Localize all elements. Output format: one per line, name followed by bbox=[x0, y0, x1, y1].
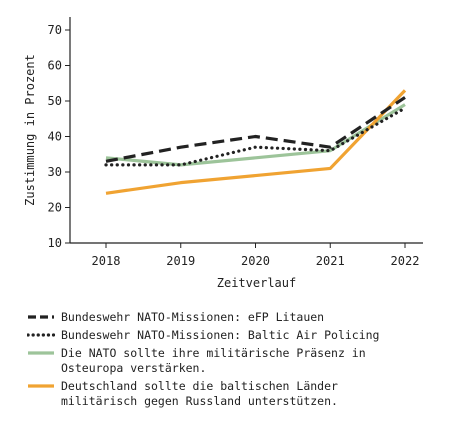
y-tick-label: 10 bbox=[48, 236, 62, 250]
legend-item: Die NATO sollte ihre militärische Präsen… bbox=[27, 346, 447, 376]
legend-item: Bundeswehr NATO-Missionen: eFP Litauen bbox=[27, 310, 447, 325]
x-tick-label: 2020 bbox=[241, 254, 270, 268]
y-tick-label: 50 bbox=[48, 94, 62, 108]
series-line bbox=[105, 89, 407, 195]
line-chart: 10 20 30 40 50 60 70 2018 2019 2020 2021 2022 Zeitv… bbox=[23, 17, 423, 290]
series-line bbox=[105, 96, 406, 163]
legend-label: Bundeswehr NATO-Missionen: eFP Litauen bbox=[61, 310, 325, 324]
legend-item: Bundeswehr NATO-Missionen: Baltic Air Po… bbox=[27, 328, 447, 343]
x-tick-label: 2021 bbox=[316, 254, 345, 268]
chart-ticks: 10 20 30 40 50 60 70 2018 2019 2020 2021 2022 bbox=[48, 23, 420, 268]
series-line bbox=[105, 103, 406, 167]
legend-swatch-green bbox=[28, 351, 54, 355]
legend-swatch-orange bbox=[28, 384, 54, 388]
chart-axes bbox=[69, 17, 423, 244]
legend-label: Die NATO sollte ihre militärische Präsen… bbox=[61, 346, 366, 375]
y-axis-title: Zustimmung in Prozent bbox=[23, 54, 37, 206]
y-tick-label: 20 bbox=[48, 201, 62, 215]
y-tick-label: 70 bbox=[48, 23, 62, 37]
y-tick-label: 60 bbox=[48, 59, 62, 73]
legend-swatch-dashed bbox=[28, 315, 54, 319]
legend-swatch-dotted bbox=[27, 333, 55, 337]
x-tick-label: 2022 bbox=[391, 254, 420, 268]
x-tick-label: 2018 bbox=[92, 254, 121, 268]
chart-legend: Bundeswehr NATO-Missionen: eFP Litauen B… bbox=[27, 310, 447, 412]
y-tick-label: 30 bbox=[48, 165, 62, 179]
legend-label: Bundeswehr NATO-Missionen: Baltic Air Po… bbox=[61, 328, 380, 342]
x-tick-label: 2019 bbox=[166, 254, 195, 268]
x-axis-title: Zeitverlauf bbox=[217, 276, 296, 290]
legend-label: Deutschland sollte die baltischen Länder… bbox=[61, 379, 338, 408]
series-line bbox=[104, 106, 407, 167]
legend-item: Deutschland sollte die baltischen Länder… bbox=[27, 379, 447, 409]
y-tick-label: 40 bbox=[48, 130, 62, 144]
chart-series bbox=[104, 89, 407, 195]
